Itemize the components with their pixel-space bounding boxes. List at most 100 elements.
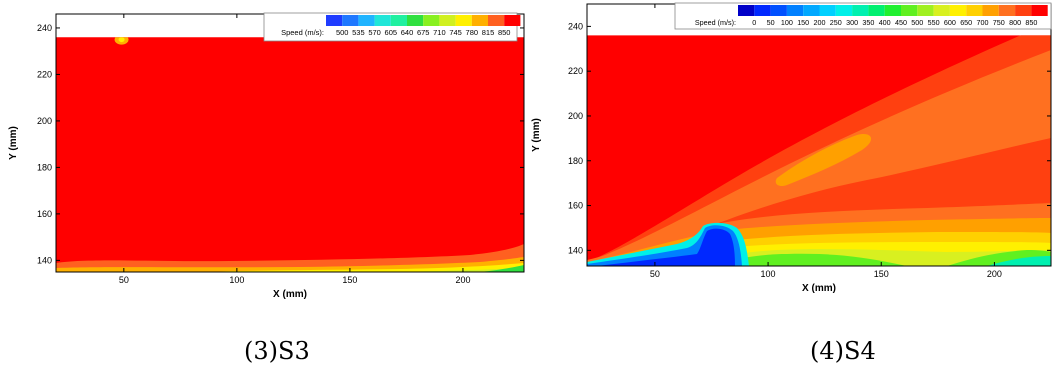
legend-level-label: 745 xyxy=(449,28,462,37)
legend-level-label: 500 xyxy=(911,18,923,27)
y-tick-label: 220 xyxy=(37,69,52,79)
legend-level-label: 150 xyxy=(797,18,809,27)
legend-title: Speed (m/s): xyxy=(695,18,736,27)
legend-swatch xyxy=(835,5,853,16)
field-region-850 xyxy=(56,37,524,272)
field-spot-745 xyxy=(118,37,125,43)
y-tick-label: 220 xyxy=(568,66,583,76)
legend-level-label: 780 xyxy=(466,28,479,37)
y-tick-label: 240 xyxy=(37,23,52,33)
legend-level-label: 400 xyxy=(879,18,891,27)
y-tick-label: 160 xyxy=(568,201,583,211)
legend-swatch xyxy=(852,5,869,16)
legend-level-label: 200 xyxy=(814,18,826,27)
field-region-745 xyxy=(200,263,524,272)
y-tick-label: 200 xyxy=(37,116,52,126)
x-tick-label: 100 xyxy=(761,269,776,279)
y-tick-label: 140 xyxy=(568,245,583,255)
legend-level-label: 450 xyxy=(895,18,907,27)
legend-level-label: 250 xyxy=(830,18,842,27)
y-axis-label: Y (mm) xyxy=(531,118,542,152)
legend-level-label: 535 xyxy=(352,28,365,37)
legend-level-label: 570 xyxy=(368,28,381,37)
legend-swatch xyxy=(504,15,521,26)
field-region-300 xyxy=(987,256,1051,266)
legend-swatch xyxy=(1031,5,1048,16)
legend-swatch xyxy=(390,15,407,26)
legend-swatch xyxy=(803,5,820,16)
legend-swatch xyxy=(786,5,804,16)
legend-swatch xyxy=(439,15,456,26)
legend-swatch xyxy=(1015,5,1032,16)
legend-level-label: 710 xyxy=(433,28,446,37)
legend-swatch xyxy=(326,15,343,26)
legend-level-label: 600 xyxy=(944,18,956,27)
legend-swatch xyxy=(471,15,488,26)
legend-level-label: 800 xyxy=(1009,18,1021,27)
legend-swatch xyxy=(770,5,787,16)
x-tick-label: 200 xyxy=(455,275,470,285)
legend-swatch xyxy=(819,5,836,16)
field-region-450-a xyxy=(707,253,907,266)
y-tick-label: 160 xyxy=(37,209,52,219)
x-axis-label: X (mm) xyxy=(273,289,307,300)
chart-s3-svg: 50 100 150 200 140 160 180 200 220 240 X (mm) Y (mm… xyxy=(8,12,525,300)
legend-swatch xyxy=(488,15,505,26)
legend-level-label: 750 xyxy=(993,18,1005,27)
field-region-675 xyxy=(480,265,524,272)
chart-s4-svg: 50 100 150 200 140 160 180 200 220 240 X (mm) Y (mm… xyxy=(531,2,1052,294)
legend-level-label: 0 xyxy=(752,18,756,27)
legend-level-label: 650 xyxy=(960,18,972,27)
legend-level-label: 850 xyxy=(1025,18,1037,27)
legend-swatch xyxy=(374,15,391,26)
legend-level-label: 815 xyxy=(482,28,495,37)
x-tick-label: 50 xyxy=(119,275,129,285)
legend: Speed (m/s): 0 50 100 150 200 250 300 350 400 450 5… xyxy=(674,2,1052,30)
chart-s3: 50 100 150 200 140 160 180 200 220 240 X (mm) Y (mm… xyxy=(8,12,525,300)
field-region-0 xyxy=(597,228,735,266)
legend-level-label: 675 xyxy=(417,28,430,37)
legend-level-label: 850 xyxy=(498,28,511,37)
legend-swatch xyxy=(342,15,359,26)
legend-swatch xyxy=(868,5,885,16)
legend-swatch xyxy=(901,5,918,16)
caption-s3: (3)S3 xyxy=(244,337,310,365)
chart-s4: 50 100 150 200 140 160 180 200 220 240 X (mm) Y (mm… xyxy=(527,0,1054,372)
legend-level-label: 300 xyxy=(846,18,858,27)
legend-swatch xyxy=(455,15,472,26)
y-tick-label: 180 xyxy=(568,156,583,166)
legend-swatch xyxy=(754,5,771,16)
legend-swatch xyxy=(407,15,424,26)
contour-field xyxy=(56,37,524,272)
legend-level-label: 550 xyxy=(928,18,940,27)
x-tick-label: 100 xyxy=(229,275,244,285)
legend-swatch xyxy=(949,5,967,16)
legend-title: Speed (m/s): xyxy=(281,28,324,37)
contour-field xyxy=(587,35,1051,266)
legend-swatch xyxy=(738,5,755,16)
legend-swatch xyxy=(933,5,950,16)
field-region-700 xyxy=(775,134,872,187)
legend: Speed (m/s): 500 535 570 605 640 675 710 745 780 8… xyxy=(263,12,521,42)
y-tick-label: 180 xyxy=(37,162,52,172)
caption-s4: (4)S4 xyxy=(810,337,876,365)
x-tick-label: 150 xyxy=(874,269,889,279)
y-axis-label: Y (mm) xyxy=(8,126,19,160)
y-tick-label: 140 xyxy=(37,255,52,265)
legend-swatch xyxy=(982,5,999,16)
legend-level-label: 605 xyxy=(385,28,398,37)
legend-swatch xyxy=(966,5,983,16)
legend-swatch xyxy=(358,15,375,26)
x-tick-label: 200 xyxy=(987,269,1002,279)
legend-swatch xyxy=(917,5,934,16)
legend-swatch xyxy=(998,5,1016,16)
legend-level-label: 100 xyxy=(781,18,793,27)
legend-level-label: 500 xyxy=(336,28,349,37)
legend-level-label: 640 xyxy=(401,28,414,37)
legend-swatch xyxy=(884,5,901,16)
y-tick-label: 240 xyxy=(568,21,583,31)
x-tick-label: 150 xyxy=(342,275,357,285)
legend-level-label: 350 xyxy=(862,18,874,27)
legend-swatch xyxy=(423,15,440,26)
x-axis-label: X (mm) xyxy=(802,283,836,294)
